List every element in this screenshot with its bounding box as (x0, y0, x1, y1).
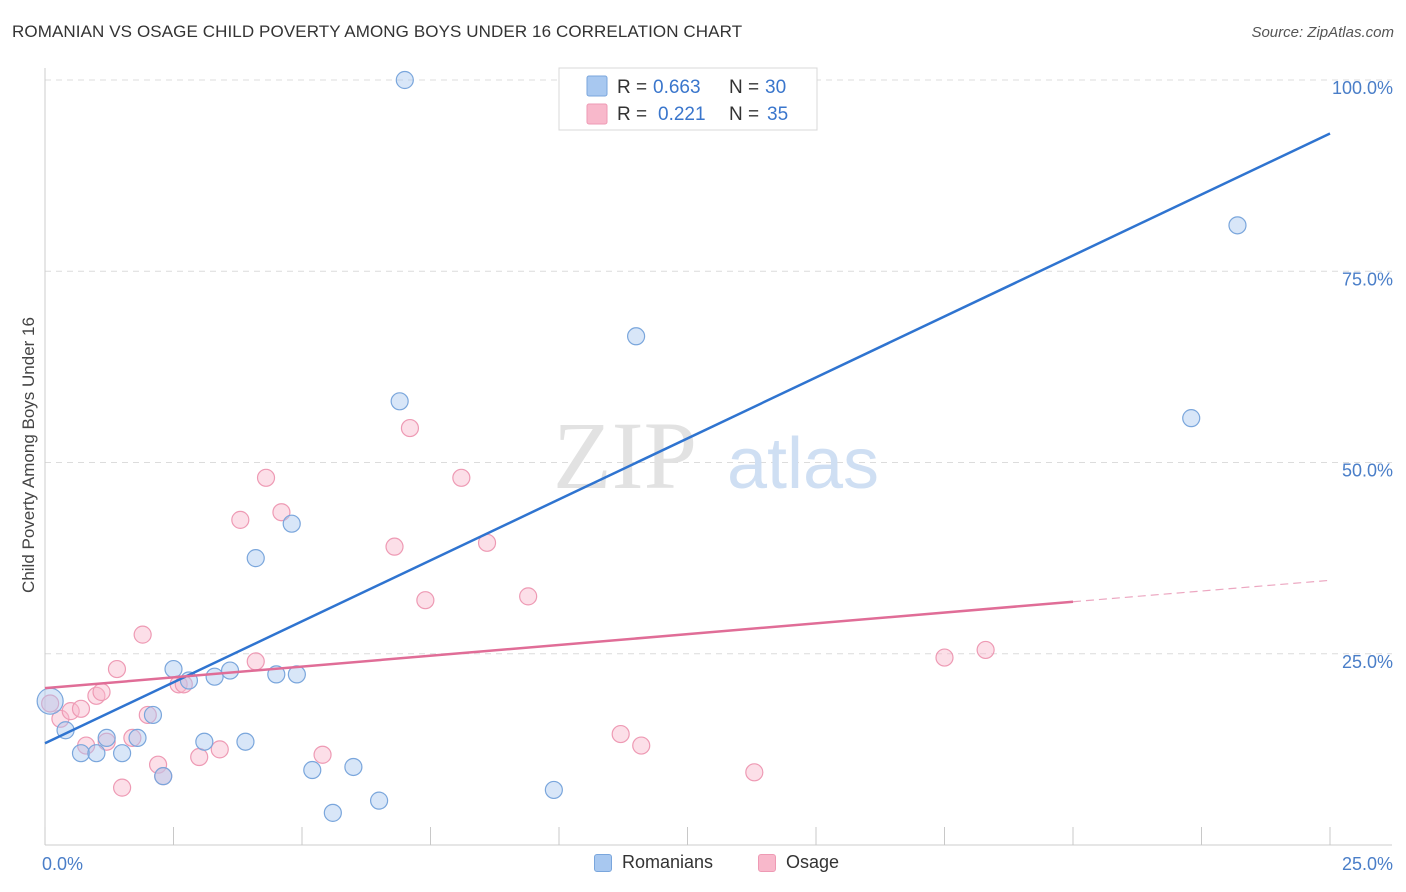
legend-n-value-2: 35 (767, 104, 788, 125)
x-tick-label-1: 25.0% (1342, 854, 1393, 874)
osage-point-13 (148, 755, 168, 774)
osage-point-25 (400, 418, 420, 438)
romanian-point-17 (282, 514, 301, 533)
legend-swatch-osage (586, 103, 608, 125)
romanian-point-11 (195, 732, 214, 751)
romanian-point-21 (344, 757, 363, 777)
osage-label: Osage (786, 852, 840, 872)
legend-r-value-1: 0.663 (653, 77, 701, 98)
romanian-point-14 (236, 732, 255, 751)
legend-r-value-2: 0.221 (658, 104, 706, 125)
romanian-point-0 (36, 687, 64, 715)
x-tick-label-0: 0.0% (42, 854, 83, 874)
osage-point-3 (71, 699, 91, 718)
osage-point-22 (272, 503, 291, 522)
osage-point-6 (92, 682, 111, 702)
y-tick-labels: 25.0% 50.0% 75.0% 100.0% (1332, 78, 1393, 672)
bottom-legend: Romanians Osage (0, 852, 1406, 878)
osage-points (41, 418, 995, 797)
romanian-point-5 (112, 744, 132, 763)
watermark: ZIP atlas (553, 402, 879, 509)
romanian-point-28 (1182, 409, 1201, 428)
romanian-point-25 (544, 780, 563, 800)
osage-point-29 (519, 587, 538, 606)
legend-r-label-1: R = (617, 77, 647, 98)
gridlines (45, 79, 1392, 655)
osage-point-26 (416, 591, 435, 610)
osage-point-30 (611, 724, 630, 744)
romanian-point-23 (390, 392, 409, 411)
legend-r-label-2: R = (617, 104, 647, 125)
legend-n-label-1: N = (729, 77, 759, 98)
romanian-points (36, 70, 1247, 822)
y-tick-label-2: 75.0% (1342, 269, 1393, 289)
osage-point-17 (190, 747, 209, 767)
osage-swatch (758, 853, 776, 872)
osage-point-12 (138, 705, 157, 725)
osage-point-9 (112, 778, 132, 797)
x-tick-labels: 0.0% 25.0% (42, 854, 1393, 874)
romanians-label: Romanians (622, 852, 714, 872)
y-tick-label-3: 100.0% (1332, 78, 1393, 98)
romanian-point-4 (97, 728, 116, 748)
romanian-point-26 (626, 327, 646, 346)
watermark-atlas: atlas (727, 424, 879, 504)
osage-point-31 (632, 736, 651, 755)
y-axis-label: Child Poverty Among Boys Under 16 (19, 317, 38, 593)
romanian-point-2 (71, 744, 91, 763)
osage-point-20 (246, 652, 265, 671)
romanian-point-20 (323, 803, 342, 822)
osage-point-7 (97, 732, 116, 751)
romanian-point-9 (164, 659, 183, 679)
source-label: Source: ZipAtlas.com (1251, 24, 1394, 41)
bottom-legend-osage[interactable]: Osage (758, 852, 839, 873)
osage-trend-line (44, 600, 1074, 690)
romanian-point-19 (303, 760, 322, 780)
romanian-point-22 (370, 791, 389, 810)
legend-n-label-2: N = (729, 104, 759, 125)
legend-swatch-romanians (586, 75, 608, 97)
romanian-point-29 (1228, 216, 1247, 235)
osage-point-33 (935, 648, 954, 667)
romanian-point-12 (205, 667, 224, 686)
osage-point-32 (745, 763, 764, 782)
osage-point-21 (256, 468, 276, 487)
osage-point-19 (231, 510, 250, 529)
romanian-point-15 (246, 549, 265, 568)
osage-trend-extension (1072, 579, 1331, 603)
osage-point-27 (452, 468, 471, 487)
osage-point-0 (41, 694, 60, 713)
romanian-point-3 (87, 744, 106, 763)
romanian-point-7 (143, 705, 163, 725)
osage-point-18 (210, 740, 229, 759)
romanian-point-6 (128, 728, 147, 748)
legend-box: R = 0.663 N = 30 R = 0.221 N = 35 (558, 67, 818, 131)
y-tick-label-1: 50.0% (1342, 461, 1393, 481)
osage-point-11 (133, 625, 152, 644)
osage-point-1 (51, 709, 70, 728)
osage-point-10 (123, 728, 142, 748)
romanian-point-24 (395, 70, 414, 90)
osage-point-23 (313, 745, 332, 764)
romanian-trend-line (44, 132, 1331, 745)
trend-lines (44, 132, 1331, 745)
romanian-point-13 (220, 661, 240, 680)
legend-n-value-1: 30 (765, 77, 786, 98)
y-tick-label-0: 25.0% (1342, 652, 1393, 672)
bottom-legend-romanians[interactable]: Romanians (594, 852, 713, 873)
romanians-swatch (594, 853, 612, 872)
romanian-point-8 (154, 767, 173, 786)
osage-point-8 (107, 659, 127, 679)
osage-point-24 (385, 537, 404, 556)
osage-point-34 (976, 640, 995, 660)
chart-title: ROMANIAN VS OSAGE CHILD POVERTY AMONG BO… (12, 22, 743, 41)
axes (44, 68, 1392, 846)
